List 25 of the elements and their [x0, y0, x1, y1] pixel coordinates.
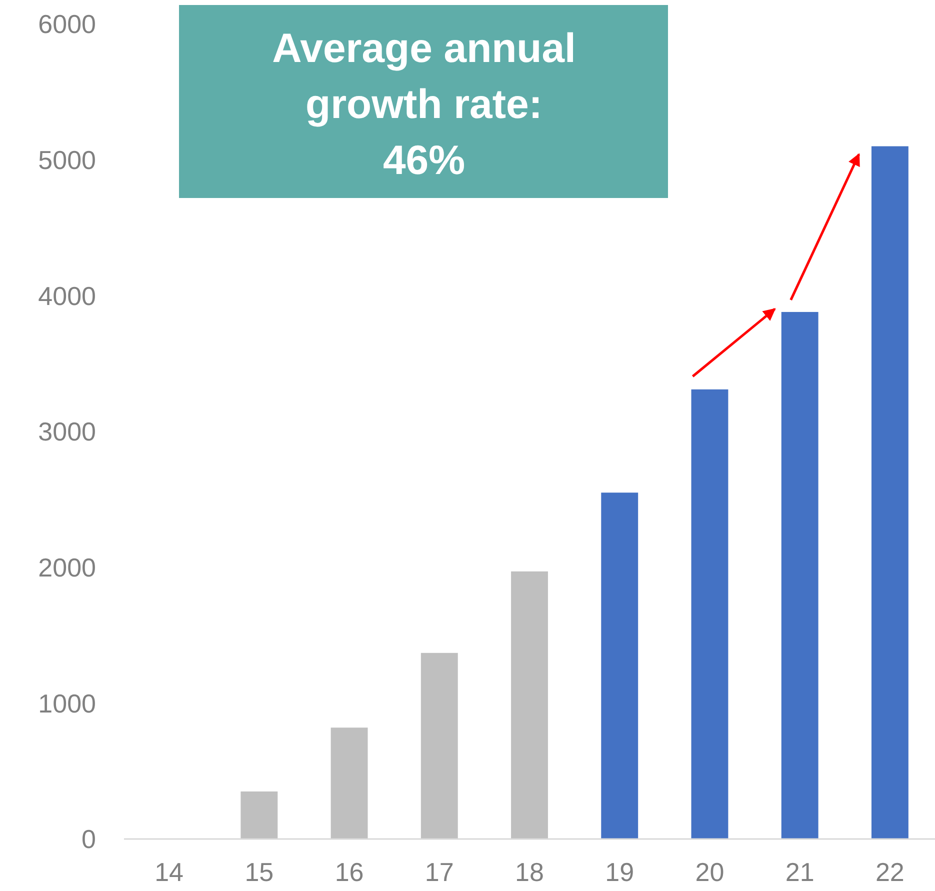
y-tick-label: 0	[82, 824, 96, 854]
x-tick-label: 14	[154, 857, 184, 888]
x-tick-label: 19	[605, 857, 634, 888]
x-tick-label: 15	[244, 857, 274, 888]
x-tick-label: 16	[334, 857, 364, 888]
y-tick-label: 1000	[38, 688, 96, 718]
x-tick-label: 21	[785, 857, 814, 888]
y-tick-label: 3000	[38, 416, 96, 447]
x-tick-label: 18	[515, 857, 544, 888]
x-tick-label: 17	[424, 857, 454, 888]
bar	[601, 492, 638, 839]
y-tick-label: 5000	[38, 144, 96, 175]
y-tick-label: 4000	[38, 280, 96, 311]
x-tick-label: 22	[875, 857, 904, 888]
y-tick-label: 2000	[38, 552, 96, 582]
bar	[871, 146, 908, 839]
bar	[330, 728, 368, 839]
annotation: Average annual growth rate: 46%	[272, 25, 576, 183]
y-tick-label: 6000	[38, 9, 96, 40]
bar	[420, 652, 458, 839]
x-tick-label: 20	[695, 857, 724, 888]
bar	[691, 389, 728, 839]
bar	[240, 791, 278, 839]
bar	[781, 312, 818, 839]
bar	[511, 571, 548, 839]
